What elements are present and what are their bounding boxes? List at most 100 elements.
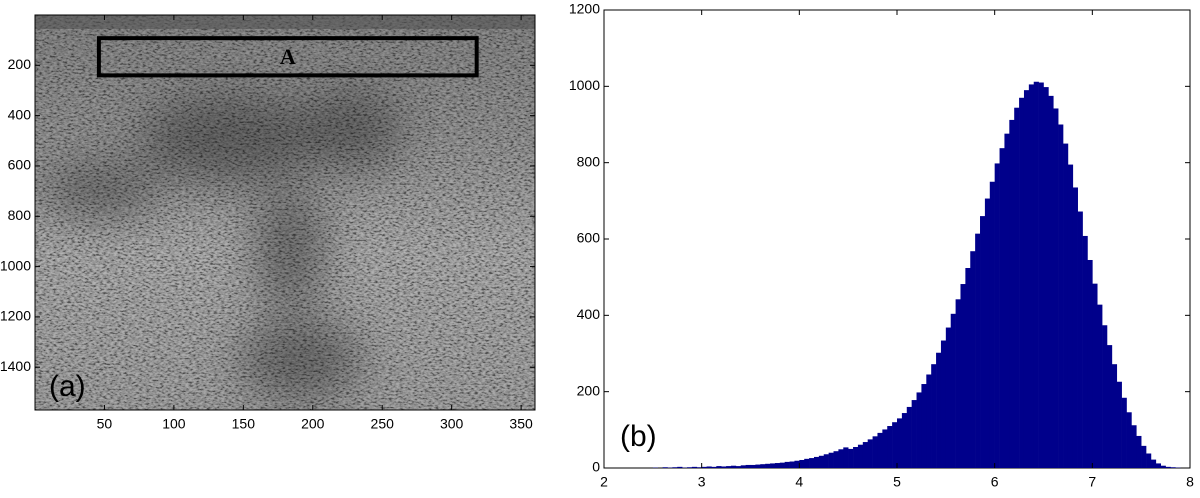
hist-bar: [1023, 90, 1030, 469]
hist-bar: [1033, 81, 1039, 469]
hist-bar: [1009, 119, 1015, 469]
hist-bar: [1063, 143, 1069, 469]
y-tick-label: 0: [592, 459, 600, 475]
hist-bar: [745, 464, 751, 468]
hist-bar: [901, 413, 908, 468]
hist-bar: [1146, 453, 1152, 468]
x-tick-label: 300: [440, 416, 464, 432]
hist-bar: [1102, 325, 1108, 468]
hist-bar: [755, 464, 761, 468]
hist-bar: [1082, 235, 1088, 468]
hist-bar: [813, 456, 820, 468]
hist-bar: [862, 442, 868, 468]
hist-bar: [877, 432, 883, 468]
hist-bar: [1043, 87, 1049, 468]
hist-bar: [848, 448, 854, 468]
hist-bar: [779, 462, 785, 468]
y-tick-label: 1000: [0, 257, 31, 273]
hist-bar: [887, 426, 893, 468]
hist-bar: [965, 268, 971, 468]
hist-bar: [1170, 467, 1176, 468]
hist-bar: [940, 340, 947, 468]
hist-bar: [750, 464, 756, 468]
hist-bar: [911, 400, 917, 468]
hist-bar: [774, 463, 781, 468]
hist-bar: [1111, 364, 1118, 468]
hist-bar: [818, 455, 825, 468]
panel-label: (a): [49, 370, 86, 403]
x-tick-label: 4: [795, 474, 803, 490]
hist-bar: [1038, 82, 1044, 469]
hist-bar: [677, 466, 683, 468]
region-box: [96, 36, 479, 78]
hist-bar: [960, 284, 966, 468]
hist-bar: [706, 466, 712, 468]
hist-bar: [945, 327, 952, 468]
x-tick-label: 7: [1088, 474, 1096, 490]
x-tick-label: 100: [162, 416, 186, 432]
hist-bar: [989, 181, 995, 468]
hist-bar: [838, 449, 844, 468]
x-tick-label: 50: [97, 416, 113, 432]
y-tick-label: 1000: [569, 77, 600, 93]
hist-bar: [1136, 435, 1142, 468]
hist-bar: [1150, 459, 1157, 468]
y-tick-label: 200: [577, 382, 601, 398]
hist-bar: [809, 458, 815, 468]
hist-bar: [843, 447, 849, 468]
hist-bar: [916, 392, 922, 468]
y-tick-label: 1200: [569, 1, 600, 17]
hist-bar: [882, 429, 888, 468]
hist-bar: [1014, 107, 1020, 468]
y-tick-label: 600: [8, 157, 32, 173]
hist-bar: [1126, 412, 1132, 468]
panel-label: (b): [620, 420, 657, 453]
y-tick-label: 400: [577, 306, 601, 322]
hist-bar: [687, 467, 693, 468]
hist-bar: [1087, 259, 1093, 468]
hist-bar: [936, 352, 942, 468]
hist-bar: [740, 465, 746, 468]
hist-bar: [1004, 133, 1010, 468]
hist-bar: [955, 299, 961, 468]
hist-bar: [857, 444, 864, 468]
hist-bar: [1072, 187, 1078, 468]
hist-bar: [1053, 108, 1059, 468]
x-tick-label: 5: [893, 474, 901, 490]
y-tick-label: 1400: [0, 358, 31, 374]
x-tick-label: 200: [301, 416, 325, 432]
hist-bar: [784, 461, 790, 468]
hist-bar: [1077, 211, 1083, 468]
hist-bar: [970, 251, 976, 468]
hist-bar: [853, 447, 859, 468]
y-tick-label: 400: [8, 106, 32, 122]
ultrasound-image: [35, 15, 535, 410]
y-tick-label: 1200: [0, 308, 31, 324]
hist-bar: [872, 436, 878, 468]
hist-bar: [711, 466, 717, 468]
hist-bar: [1121, 397, 1127, 468]
hist-bar: [701, 466, 707, 468]
hist-bar: [696, 467, 702, 468]
hist-bar: [1155, 463, 1161, 468]
hist-bar: [804, 458, 810, 468]
y-tick-label: 200: [8, 56, 32, 72]
hist-bar: [892, 422, 898, 468]
hist-bar: [867, 439, 873, 468]
hist-bar: [980, 216, 986, 468]
y-tick-label: 800: [577, 153, 601, 169]
x-tick-label: 150: [232, 416, 256, 432]
hist-bar: [1028, 84, 1035, 469]
x-tick-label: 2: [600, 474, 608, 490]
hist-bar: [662, 467, 668, 468]
hist-bar: [735, 466, 742, 468]
hist-bar: [833, 451, 839, 468]
x-tick-label: 3: [698, 474, 706, 490]
y-tick-label: 600: [577, 230, 601, 246]
hist-bar: [1058, 124, 1064, 468]
hist-bar: [716, 466, 722, 468]
hist-bar: [984, 198, 991, 468]
hist-bar: [975, 233, 981, 468]
hist-bar: [1097, 304, 1103, 468]
